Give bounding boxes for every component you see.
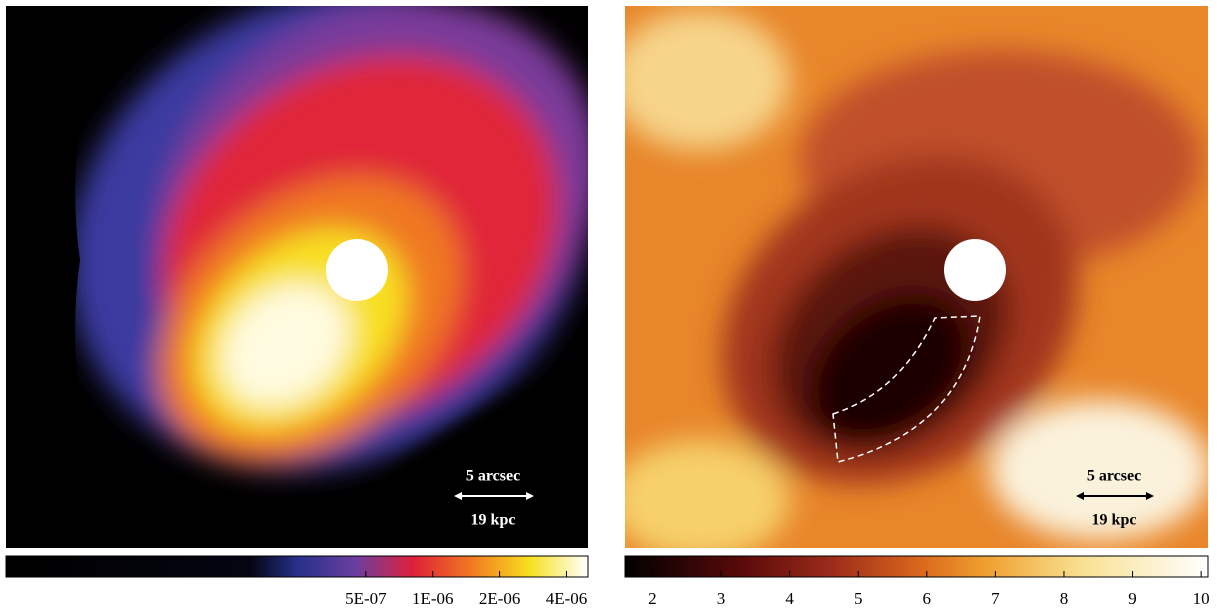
flux-map: [6, 6, 588, 548]
colorbar-tick-label: 1E-06: [412, 589, 454, 608]
colorbar-tick-label: 10: [1193, 589, 1210, 608]
colorbar-tick-label: 8: [1060, 589, 1069, 608]
colorbar-tick-label: 2: [648, 589, 657, 608]
colorbar-tick-label: 4E-06: [546, 589, 588, 608]
colorbar-tick-label: 3: [717, 589, 726, 608]
scale-physical: 19 kpc: [471, 512, 516, 529]
scale-arrowheads: [1076, 492, 1154, 500]
colorbar-tick-label: 6: [923, 589, 932, 608]
colorbar-tick-label: 2E-06: [479, 589, 521, 608]
scale-bars: 5 arcsec 19 kpc 5 arcsec 19 kpc: [454, 468, 1154, 529]
scale-angular: 5 arcsec: [466, 468, 520, 485]
colorbar-tick-label: 4: [785, 589, 794, 608]
scale-angular: 5 arcsec: [1087, 468, 1141, 485]
colorbar-tick-label: 5: [854, 589, 863, 608]
colorbar: [624, 555, 1209, 578]
colorbar-tick-label: 5E-07: [345, 589, 387, 608]
scale-physical: 19 kpc: [1092, 512, 1137, 529]
colorbar: [5, 555, 589, 578]
colorbar-tick-label: 9: [1128, 589, 1137, 608]
temperature-map: [625, 6, 1208, 548]
scale-arrowheads: [454, 492, 534, 500]
colorbar-tick-label: 7: [991, 589, 1000, 608]
